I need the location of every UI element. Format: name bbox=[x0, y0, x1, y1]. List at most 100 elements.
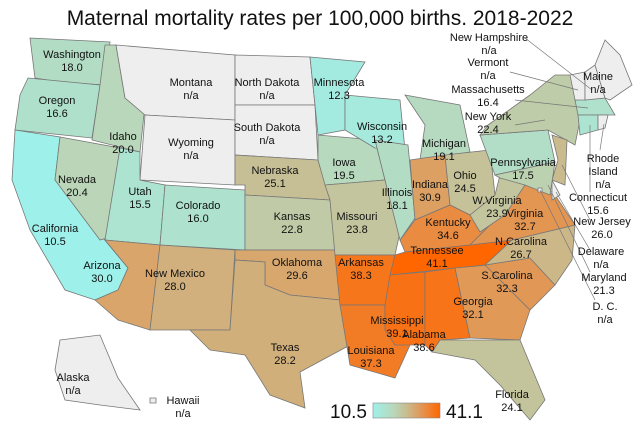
state-value-new-mexico: 28.0 bbox=[164, 281, 185, 293]
state-name-nevada: Nevada bbox=[58, 174, 97, 186]
state-name-washington: Washington bbox=[43, 49, 101, 61]
state-new-mexico bbox=[149, 244, 236, 331]
legend-min: 10.5 bbox=[330, 402, 367, 423]
state-name-minnesota: Minnesota bbox=[314, 77, 366, 89]
state-value-s-carolina: 32.3 bbox=[496, 283, 517, 295]
state-name-wisconsin: Wisconsin bbox=[357, 121, 407, 133]
state-name-texas: Texas bbox=[271, 342, 300, 354]
state-value-wyoming: n/a bbox=[183, 150, 199, 162]
state-value-alaska: n/a bbox=[65, 385, 81, 397]
state-name-arizona: Arizona bbox=[83, 260, 121, 272]
state-name-maine: Maine bbox=[583, 71, 613, 83]
state-name-new-york: New York bbox=[465, 111, 512, 123]
state-value-tennessee: 41.1 bbox=[426, 258, 447, 270]
state-name-south-dakota: South Dakota bbox=[234, 122, 302, 134]
state-name-alabama: Alabama bbox=[402, 329, 446, 341]
state-name-delaware: Delaware bbox=[578, 246, 624, 258]
state-value-texas: 28.2 bbox=[274, 355, 295, 367]
callout-line-maryland bbox=[547, 184, 591, 273]
state-name-s-carolina: S.Carolina bbox=[481, 270, 533, 282]
state-name-connecticut: Connecticut bbox=[569, 192, 627, 204]
state-name-michigan: Michigan bbox=[422, 138, 466, 150]
state-value-nebraska: 25.1 bbox=[264, 178, 285, 190]
state-value-florida: 24.1 bbox=[501, 402, 522, 414]
state-name-hawaii: Hawaii bbox=[166, 395, 199, 407]
state-value-utah: 15.5 bbox=[129, 199, 150, 211]
state-value-montana: n/a bbox=[183, 90, 199, 102]
state-value-w-virginia: 23.9 bbox=[486, 208, 507, 220]
state-name-indiana: Indiana bbox=[412, 179, 449, 191]
state-name-colorado: Colorado bbox=[176, 200, 221, 212]
state-value-d-c: n/a bbox=[597, 314, 613, 326]
state-name-rhode-island: Rhode bbox=[587, 153, 619, 165]
state-value-maine: n/a bbox=[590, 84, 606, 96]
state-name-kansas: Kansas bbox=[274, 211, 311, 223]
callout-line-vermont bbox=[509, 71, 579, 91]
callout-line-new-jersey bbox=[561, 164, 591, 221]
state-value-vermont: n/a bbox=[480, 70, 496, 82]
callout-line-massachusetts bbox=[514, 99, 589, 109]
state-alaska bbox=[54, 334, 141, 411]
state-name-idaho: Idaho bbox=[109, 131, 137, 143]
state-name-iowa: Iowa bbox=[332, 157, 356, 169]
callout-line-delaware bbox=[555, 191, 591, 251]
state-name-vermont: Vermont bbox=[468, 57, 509, 69]
state-value-ohio: 24.5 bbox=[454, 183, 475, 195]
state-value-kansas: 22.8 bbox=[281, 224, 302, 236]
state-massachusetts bbox=[574, 97, 616, 116]
state-name-missouri: Missouri bbox=[337, 211, 378, 223]
state-name-north-dakota: North Dakota bbox=[235, 77, 301, 89]
state-value-michigan: 19.1 bbox=[433, 151, 454, 163]
state-value-new-hampshire: n/a bbox=[481, 45, 497, 57]
state-illinois bbox=[374, 139, 416, 241]
state-name-ohio: Ohio bbox=[453, 170, 476, 182]
state-value-oregon: 16.6 bbox=[46, 108, 67, 120]
state-name-california: California bbox=[32, 223, 79, 235]
state-florida bbox=[431, 339, 546, 421]
state-shapes bbox=[11, 37, 633, 421]
state-value-north-dakota: n/a bbox=[259, 90, 275, 102]
state-hawaii bbox=[149, 397, 157, 404]
map-title: Maternal mortality rates per 100,000 bir… bbox=[67, 7, 574, 30]
state-value-south-dakota: n/a bbox=[259, 135, 275, 147]
state-name-nebraska: Nebraska bbox=[251, 165, 299, 177]
state-value-oklahoma: 29.6 bbox=[286, 270, 307, 282]
state-name-d-c: D. C. bbox=[592, 301, 617, 313]
state-value-hawaii: n/a bbox=[175, 408, 191, 420]
state-oregon bbox=[14, 77, 101, 139]
state-name-montana: Montana bbox=[170, 77, 214, 89]
state-value-nevada: 20.4 bbox=[66, 187, 87, 199]
state-value-new-jersey: 26.0 bbox=[591, 229, 612, 241]
state-name-kentucky: Kentucky bbox=[425, 217, 471, 229]
state-name-louisiana: Louisiana bbox=[347, 345, 395, 357]
state-value-kentucky: 34.6 bbox=[437, 230, 458, 242]
state-name-massachusetts: Massachusetts bbox=[451, 84, 525, 96]
state-texas bbox=[189, 259, 351, 409]
state-georgia bbox=[454, 264, 531, 341]
state-value-n-carolina: 26.7 bbox=[510, 249, 531, 261]
state-value-wisconsin: 13.2 bbox=[371, 134, 392, 146]
state-value-maryland: 21.3 bbox=[593, 285, 614, 297]
state-value-iowa: 19.5 bbox=[333, 170, 354, 182]
callout-lines bbox=[509, 37, 605, 301]
state-name-florida: Florida bbox=[495, 389, 530, 401]
state-name-new-hampshire: New Hampshire bbox=[450, 32, 528, 44]
state-value-alabama: 38.6 bbox=[413, 342, 434, 354]
state-maine bbox=[594, 39, 633, 101]
state-value-washington: 18.0 bbox=[61, 62, 82, 74]
state-value-arkansas: 38.3 bbox=[350, 270, 371, 282]
state-maryland bbox=[493, 161, 556, 196]
state-name-n-carolina: N.Carolina bbox=[495, 236, 548, 248]
state-name-oregon: Oregon bbox=[39, 95, 76, 107]
state-name-alaska: Alaska bbox=[56, 372, 90, 384]
callout-line-rhode-island bbox=[599, 123, 605, 151]
state-name-pennsylvania: Pennsylvania bbox=[490, 157, 556, 169]
state-value-mississippi: 39.1 bbox=[386, 328, 407, 340]
state-name-virginia: Virginia bbox=[507, 208, 544, 220]
state-value-georgia: 32.1 bbox=[462, 309, 483, 321]
state-value-missouri: 23.8 bbox=[346, 224, 367, 236]
state-value-illinois: 18.1 bbox=[386, 200, 407, 212]
state-name-new-jersey: New Jersey bbox=[573, 216, 631, 228]
